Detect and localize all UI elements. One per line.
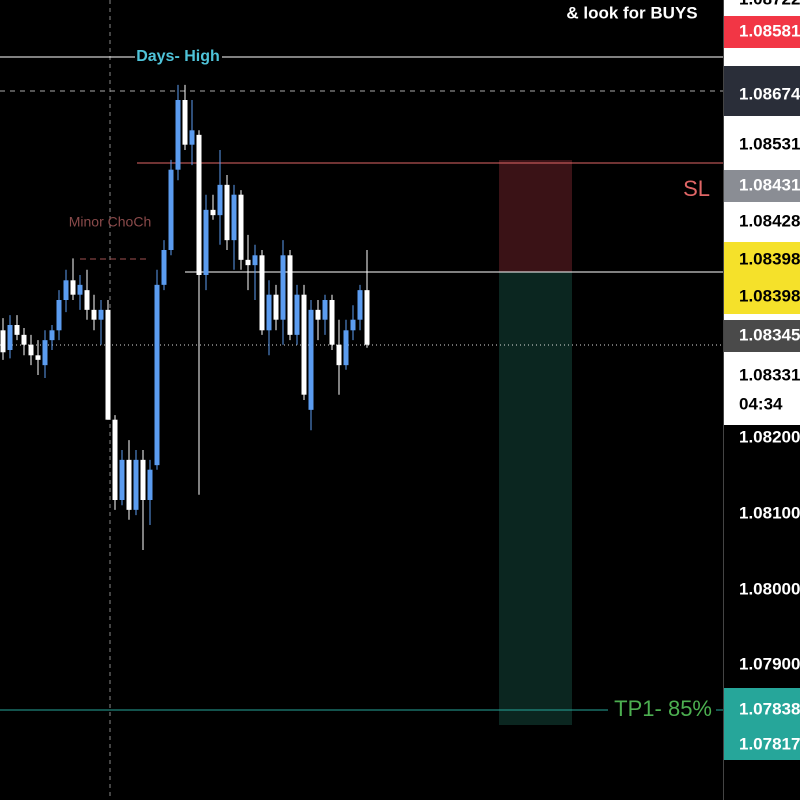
candle-body xyxy=(287,255,293,335)
price-label: 1.08428 xyxy=(739,211,800,230)
price-label: 1.08000 xyxy=(739,579,800,598)
price-label: 1.08398 xyxy=(739,249,800,268)
candle-body xyxy=(126,459,132,510)
candle-body xyxy=(147,469,153,500)
candle-body xyxy=(273,294,279,320)
price-label: 1.08722 xyxy=(739,0,800,8)
note: & look for BUYS xyxy=(566,3,697,22)
axis-dark xyxy=(723,760,800,800)
candle-body xyxy=(336,344,342,366)
candle-body xyxy=(168,169,174,250)
label-bg xyxy=(723,242,800,314)
price-label: 1.08200 xyxy=(739,427,800,446)
candle-body xyxy=(196,134,202,275)
candle-body xyxy=(7,325,13,350)
candle-body xyxy=(350,319,356,331)
price-label: 1.08398 xyxy=(739,286,800,305)
price-label: 1.08431 xyxy=(739,175,800,194)
label-bg xyxy=(723,320,800,352)
label-bg xyxy=(723,16,800,48)
candle-body xyxy=(70,280,76,295)
price-axis: 1.08722 1.08581 1.08573 1.08674 1.08531 … xyxy=(723,0,800,800)
candle-body xyxy=(315,309,321,320)
candle-body xyxy=(84,290,90,310)
candle-body xyxy=(0,330,6,353)
candle-body xyxy=(357,290,363,320)
label-bg xyxy=(723,688,800,760)
candle-body xyxy=(119,459,125,500)
price-label: 1.07838 xyxy=(739,699,800,718)
candle-body xyxy=(161,250,167,285)
candle-body xyxy=(140,459,146,500)
candle-body xyxy=(189,130,195,145)
candle-body xyxy=(35,355,41,360)
price-label: 1.08345 xyxy=(739,325,800,344)
candle-body xyxy=(210,209,216,216)
candle-body xyxy=(182,100,188,145)
candle-body xyxy=(364,290,370,345)
candle-body xyxy=(77,284,83,295)
price-label: 1.08573 xyxy=(739,47,800,66)
candle-body xyxy=(245,259,251,266)
candle-body xyxy=(308,309,314,410)
target-zone xyxy=(499,272,572,725)
candle-body xyxy=(301,294,307,395)
stop-zone xyxy=(499,160,572,272)
price-label: 1.08531 xyxy=(739,134,800,153)
axis-dark xyxy=(723,425,800,688)
candle-body xyxy=(42,340,48,366)
candle-body xyxy=(14,325,20,335)
candle-body xyxy=(56,300,62,331)
price-label: 1.08331 xyxy=(739,365,800,384)
sl-label: SL xyxy=(683,176,710,201)
candle-body xyxy=(91,309,97,320)
candle-body xyxy=(105,309,111,420)
days-high-label: Days- High xyxy=(136,48,220,65)
countdown: 04:34 xyxy=(739,394,783,413)
candle-body xyxy=(112,419,118,500)
candle-body xyxy=(21,334,27,345)
label-bg xyxy=(723,66,800,116)
candle-body xyxy=(343,330,349,366)
candle-body xyxy=(231,194,237,241)
candle-body xyxy=(175,100,181,170)
candle-body xyxy=(252,255,258,266)
price-label: 1.08100 xyxy=(739,503,800,522)
label-bg xyxy=(723,170,800,202)
price-label: 1.08674 xyxy=(739,84,800,103)
candle-body xyxy=(238,194,244,260)
candle-body xyxy=(154,284,160,466)
candle-body xyxy=(280,255,286,320)
candle-body xyxy=(28,344,34,356)
candle-body xyxy=(98,309,104,320)
candle-body xyxy=(217,184,223,216)
label-bg xyxy=(723,0,800,10)
candle-body xyxy=(259,255,265,331)
choch-label: Minor ChoCh xyxy=(69,214,151,230)
candle-body xyxy=(322,300,328,320)
price-label: 1.07817 xyxy=(739,734,800,753)
candle-body xyxy=(224,184,230,241)
candle-body xyxy=(133,459,139,510)
candle-body xyxy=(203,209,209,275)
candle-body xyxy=(294,294,300,335)
price-label: 1.08581 xyxy=(739,21,800,40)
candles xyxy=(0,84,370,550)
candle-body xyxy=(329,300,335,345)
tp1-label: TP1- 85% xyxy=(614,696,712,721)
candle-body xyxy=(63,280,69,300)
price-label: 1.07900 xyxy=(739,654,800,673)
candle-body xyxy=(49,330,55,341)
candle-body xyxy=(266,294,272,331)
